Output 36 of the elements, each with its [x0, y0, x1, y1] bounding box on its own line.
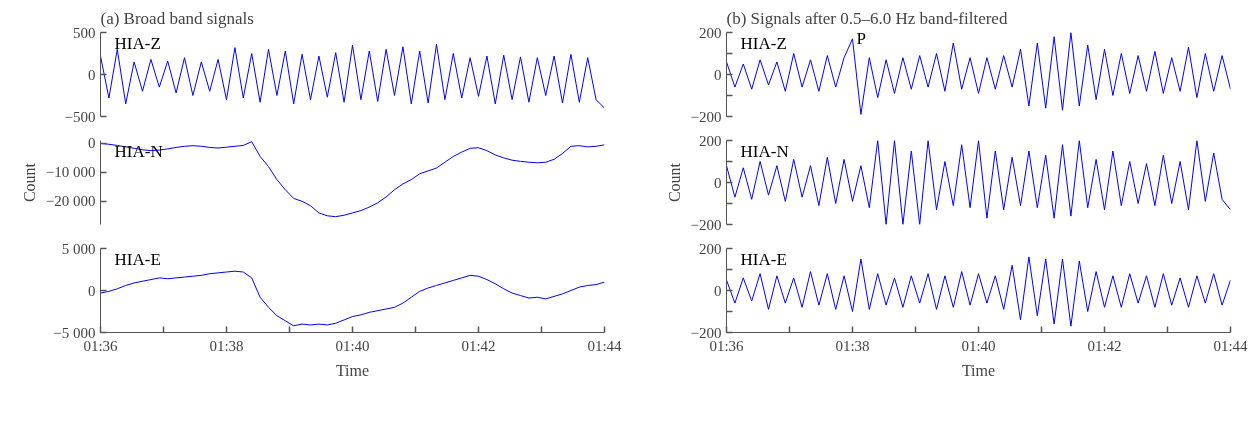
annotation: P: [856, 29, 866, 49]
y-tick-label: −200: [690, 216, 722, 233]
y-tick-label: 0: [88, 66, 96, 83]
y-tick-label: 0: [88, 135, 96, 152]
series-label: HIA-E: [114, 249, 161, 269]
x-tick-label: 01:38: [835, 337, 870, 354]
y-axis-title: Count: [665, 162, 683, 203]
y-tick-label: −200: [690, 108, 722, 125]
y-tick-label: 200: [699, 24, 722, 41]
y-tick-label: −500: [64, 108, 96, 125]
x-tick-label: 01:42: [461, 337, 496, 354]
x-tick-label: 01:42: [1087, 337, 1122, 354]
x-tick-label: 01:44: [587, 337, 623, 354]
y-tick-label: −20 000: [45, 193, 96, 210]
y-tick-label: 200: [699, 132, 722, 149]
series-label: HIA-Z: [114, 33, 161, 53]
y-tick-label: −10 000: [45, 164, 96, 181]
y-tick-label: 0: [714, 66, 722, 83]
x-axis-title: Time: [961, 361, 996, 379]
x-tick-label: 01:40: [335, 337, 370, 354]
y-tick-label: 0: [714, 282, 722, 299]
x-tick-label: 01:40: [961, 337, 996, 354]
y-tick-label: 0: [88, 282, 96, 299]
x-axis-title: Time: [335, 361, 370, 379]
y-tick-label: 500: [73, 24, 96, 41]
y-tick-label: 0: [714, 174, 722, 191]
series-label: HIA-Z: [740, 33, 787, 53]
y-tick-label: 5 000: [61, 240, 96, 257]
series-label: HIA-E: [740, 249, 787, 269]
x-tick-label: 01:44: [1213, 337, 1249, 354]
y-axis-title: Count: [20, 162, 38, 203]
chart-title: (a) Broad band signals: [100, 8, 254, 28]
series-label: HIA-N: [740, 141, 789, 161]
y-tick-label: 200: [699, 240, 722, 257]
chart-title: (b) Signals after 0.5–6.0 Hz band-filtered: [726, 8, 1008, 28]
x-tick-label: 01:38: [209, 337, 244, 354]
